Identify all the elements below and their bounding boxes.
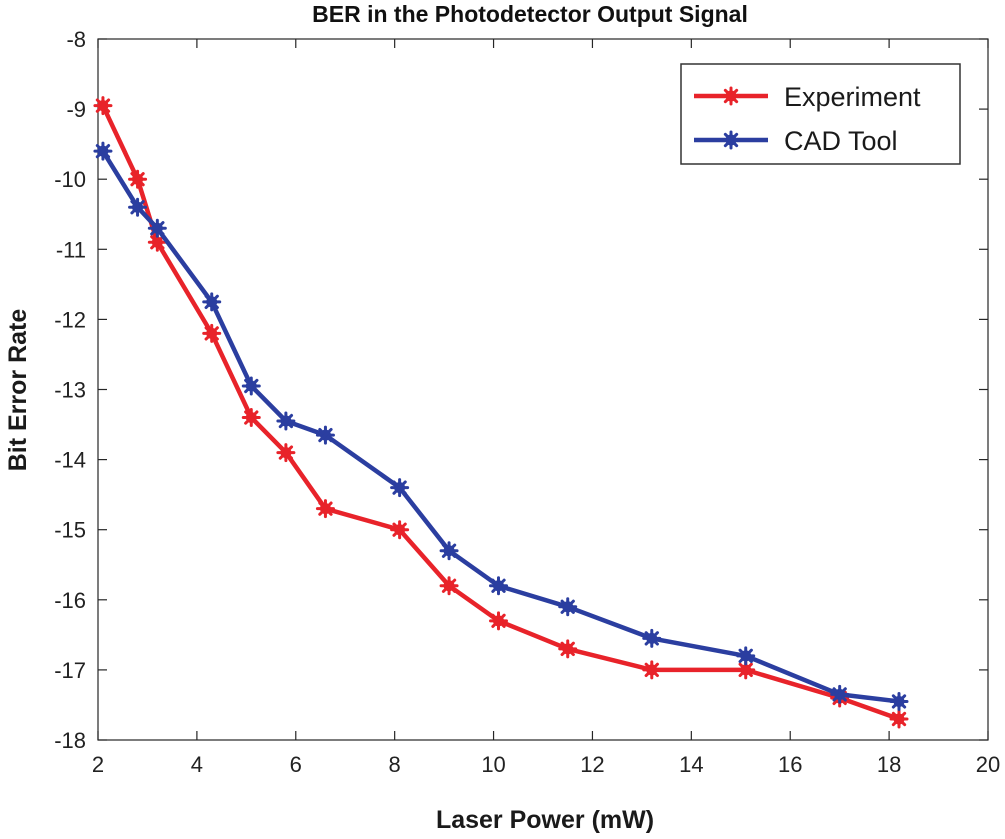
legend-box	[680, 63, 961, 165]
data-point-cad-tool	[736, 646, 756, 666]
series-experiment	[93, 96, 909, 729]
legend-entry-cad-tool: CAD Tool	[694, 126, 898, 156]
x-tick-label: 14	[679, 752, 703, 777]
data-point-cad-tool	[889, 691, 909, 711]
x-tick-label: 2	[92, 752, 104, 777]
data-point-experiment	[93, 96, 113, 116]
y-tick-label: -12	[54, 307, 86, 332]
x-axis-title: Laser Power (mW)	[436, 806, 654, 834]
legend-marker	[721, 86, 741, 106]
y-tick-label: -17	[54, 658, 86, 683]
y-tick-label: -15	[54, 518, 86, 543]
y-tick-label: -11	[56, 237, 86, 262]
data-point-experiment	[315, 499, 335, 519]
series-line-experiment	[100, 104, 900, 722]
y-tick-label: -8	[66, 27, 86, 52]
data-point-experiment	[390, 520, 410, 540]
legend: Experiment CAD Tool	[680, 63, 961, 165]
x-tick-label: 18	[877, 752, 901, 777]
data-point-cad-tool	[642, 628, 662, 648]
data-point-experiment	[241, 408, 261, 428]
legend-entry-experiment: Experiment	[694, 82, 921, 112]
data-point-experiment	[202, 323, 222, 343]
x-tick-label: 10	[481, 752, 505, 777]
series-cad-tool	[93, 141, 909, 711]
chart-title: BER in the Photodetector Output Signal	[312, 1, 748, 27]
data-point-experiment	[889, 709, 909, 729]
data-point-cad-tool	[128, 197, 148, 217]
x-tick-label: 6	[290, 752, 302, 777]
x-tick-label: 20	[976, 752, 1000, 777]
data-point-cad-tool	[439, 541, 459, 561]
data-point-experiment	[736, 660, 756, 680]
y-axis-title: Bit Error Rate	[4, 309, 32, 472]
data-point-experiment	[128, 169, 148, 189]
data-point-experiment	[276, 443, 296, 463]
data-point-experiment	[439, 576, 459, 596]
data-point-cad-tool	[276, 411, 296, 431]
data-point-cad-tool	[241, 376, 261, 396]
y-tick-label: -16	[54, 588, 86, 613]
y-tick-label: -14	[54, 448, 86, 473]
data-point-cad-tool	[390, 478, 410, 498]
x-tick-label: 8	[389, 752, 401, 777]
data-point-cad-tool	[202, 292, 222, 312]
data-point-cad-tool	[93, 141, 113, 161]
y-tick-label: -10	[54, 167, 86, 192]
x-tick-label: 4	[191, 752, 203, 777]
series-layer	[93, 96, 909, 729]
y-tick-label: -9	[66, 97, 86, 122]
legend-label: Experiment	[784, 82, 921, 112]
data-point-experiment	[642, 660, 662, 680]
x-tick-label: 16	[778, 752, 802, 777]
y-axis: -8 -9 -10 -11 -12 -13 -14 -15 -16 -17 -18	[54, 27, 988, 753]
legend-marker	[721, 130, 741, 150]
data-point-cad-tool	[147, 218, 167, 238]
x-axis: 2 4 6 8 10 12 14 16 18 20	[92, 39, 1000, 777]
data-point-cad-tool	[558, 597, 578, 617]
data-point-experiment	[558, 639, 578, 659]
x-tick-label: 12	[580, 752, 604, 777]
data-point-cad-tool	[489, 576, 508, 596]
y-tick-label: -13	[54, 378, 86, 403]
y-tick-label: -18	[54, 728, 86, 753]
data-point-experiment	[489, 611, 508, 631]
data-point-cad-tool	[315, 425, 335, 445]
legend-label: CAD Tool	[784, 126, 898, 156]
data-point-cad-tool	[830, 684, 850, 704]
